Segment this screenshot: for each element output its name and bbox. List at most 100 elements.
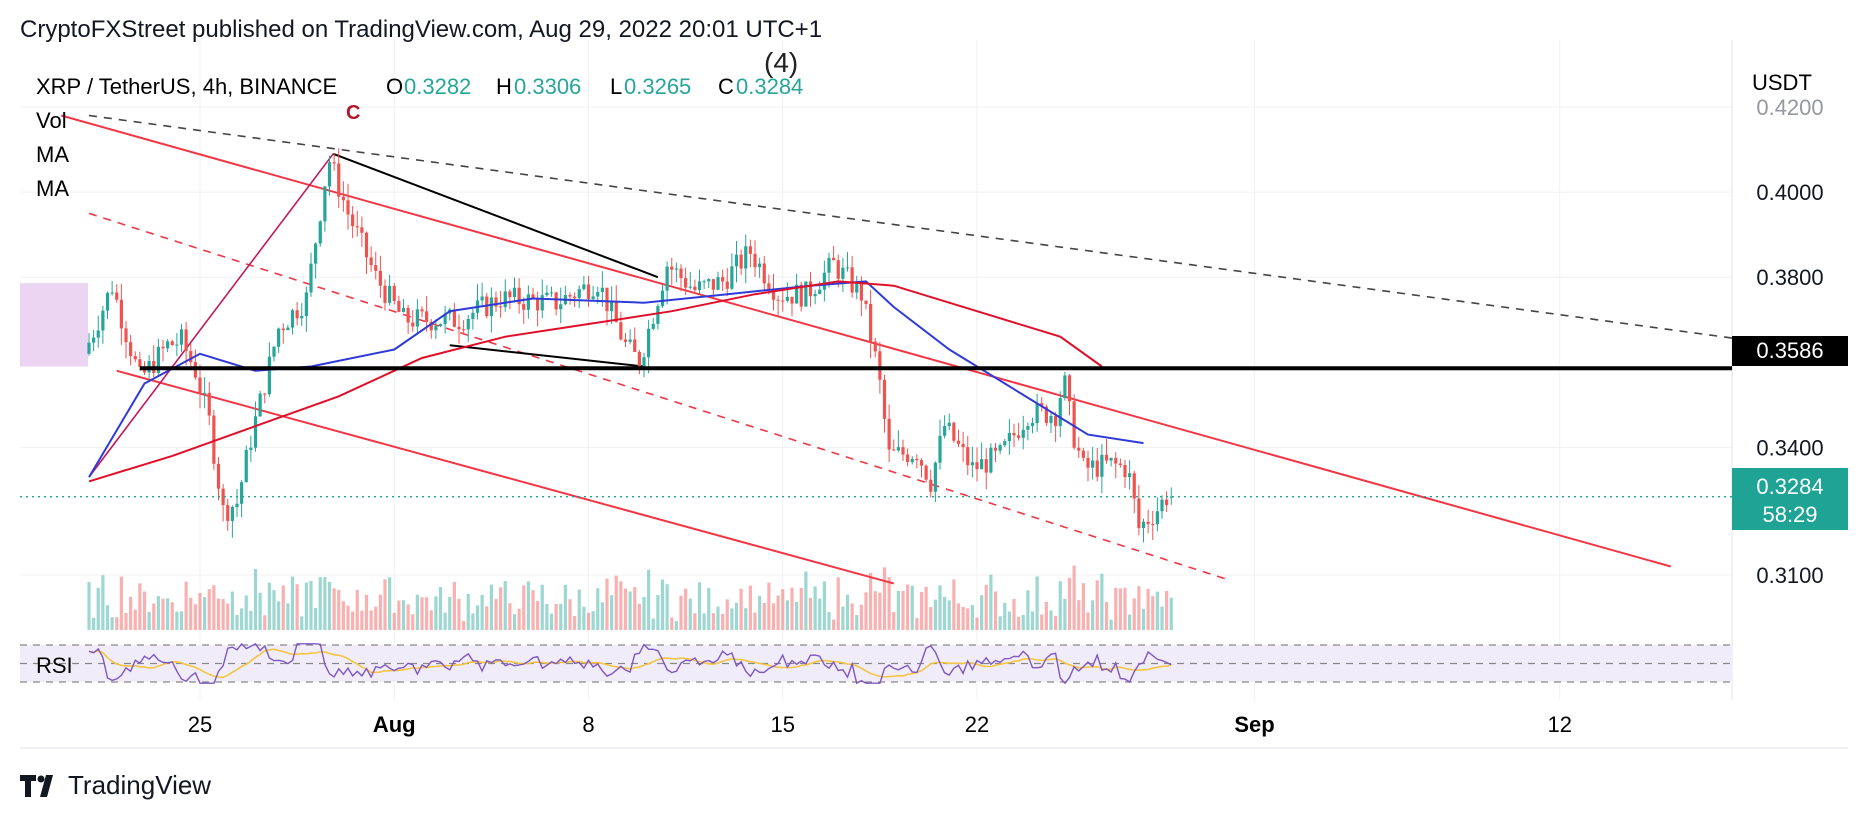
candle-body [1012, 432, 1016, 436]
candle-body [1058, 398, 1062, 427]
ohlc-h-label: H [496, 74, 512, 99]
candle-body [184, 329, 188, 352]
volume-bar [267, 582, 271, 630]
volume-bar [193, 604, 197, 630]
volume-bar [781, 589, 785, 630]
volume-bar [554, 603, 558, 630]
indicator-ma-label: MA [36, 142, 69, 167]
symbol-label: XRP / TetherUS, 4h, BINANCE [36, 74, 337, 99]
candle-body [1141, 521, 1146, 529]
candle-body [924, 465, 928, 480]
candle-body [420, 309, 424, 312]
volume-bar [161, 598, 165, 630]
candle-body [1035, 403, 1039, 424]
candle-body [596, 291, 600, 297]
consolidation-box [20, 283, 88, 367]
volume-bar [762, 602, 766, 630]
volume-bar [429, 610, 433, 630]
volume-bar [665, 584, 669, 630]
candle-body [360, 227, 364, 233]
candle-body [753, 253, 757, 268]
volume-bar [975, 617, 979, 630]
price-axis[interactable]: USDT 0.4200 0.4000 0.3800 0.3400 0.3100 [1752, 70, 1824, 588]
volume-bar [753, 612, 757, 630]
currency-label: USDT [1752, 70, 1812, 95]
volume-bar [758, 595, 762, 630]
candle-body [943, 426, 947, 436]
volume-bar [563, 584, 567, 630]
volume-bar [119, 576, 123, 630]
volume-bar [272, 590, 276, 630]
candle-body [1040, 403, 1044, 407]
volume-bar [1132, 598, 1136, 630]
candle-body [286, 327, 290, 331]
volume-bar [300, 616, 304, 630]
candle-body [457, 326, 461, 330]
volume-bar [734, 602, 739, 630]
candle-body [462, 329, 466, 331]
volume-bar [882, 567, 887, 630]
volume-bar [360, 610, 364, 630]
volume-bar [392, 612, 396, 630]
volume-bar [1077, 600, 1081, 630]
candle-body [1091, 460, 1095, 468]
volume-bar [989, 574, 993, 630]
candle-body [674, 268, 678, 270]
candle-body [1081, 450, 1085, 458]
volume-bar [1049, 610, 1053, 630]
volume-bar [124, 613, 128, 630]
candle-body [1026, 426, 1030, 430]
volume-bar [522, 585, 526, 630]
candle-body [1030, 423, 1035, 427]
time-axis[interactable]: 25 Aug 8 15 22 Sep 12 [20, 712, 1848, 749]
volume-bar [855, 615, 859, 630]
candle-body [392, 285, 396, 302]
candle-body [119, 299, 123, 329]
volume-bar [304, 582, 308, 630]
candle-body [175, 344, 179, 346]
candle-body [554, 292, 558, 310]
volume-bar [711, 613, 715, 630]
time-tick-label: 8 [582, 712, 594, 737]
volume-bar [105, 605, 110, 630]
volume-bar [915, 618, 919, 630]
candle-body [910, 458, 914, 463]
candle-body [1151, 524, 1155, 526]
volume-bar [822, 581, 826, 630]
volume-bar [836, 577, 840, 630]
volume-bar [443, 612, 447, 630]
volume-bar [226, 603, 230, 630]
price-chart[interactable]: XRP / TetherUS, 4h, BINANCE O 0.3282 H 0… [0, 0, 1876, 760]
candle-body [87, 342, 91, 354]
volume-bar [156, 596, 160, 630]
candle-body [878, 351, 882, 380]
volume-bar [1141, 608, 1146, 630]
volume-bar [462, 620, 466, 630]
volume-bar [383, 579, 387, 630]
volume-bar [947, 600, 951, 630]
candle-body [230, 507, 234, 521]
volume-bar [351, 611, 355, 630]
candle-body [92, 337, 96, 343]
candle-body [734, 254, 739, 267]
volume-bar [512, 614, 517, 630]
volume-bar [841, 606, 845, 630]
volume-bar [832, 619, 836, 630]
volume-bar [864, 592, 868, 630]
candle-body [466, 318, 470, 330]
volume-bar [725, 599, 729, 630]
candle-body [975, 462, 979, 470]
candle-body [1049, 415, 1053, 423]
volume-bar [998, 616, 1002, 630]
volume-bar [730, 608, 734, 630]
volume-bar [1003, 602, 1007, 630]
candle-body [573, 296, 577, 299]
candle-body [1054, 415, 1058, 427]
candle-body [827, 257, 831, 273]
volume-bar [744, 608, 748, 630]
volume-bar [101, 575, 105, 630]
ohlc-o-label: O [386, 74, 403, 99]
volume-bar [277, 601, 281, 630]
candle-body [933, 462, 937, 492]
volume-bar [152, 603, 156, 630]
